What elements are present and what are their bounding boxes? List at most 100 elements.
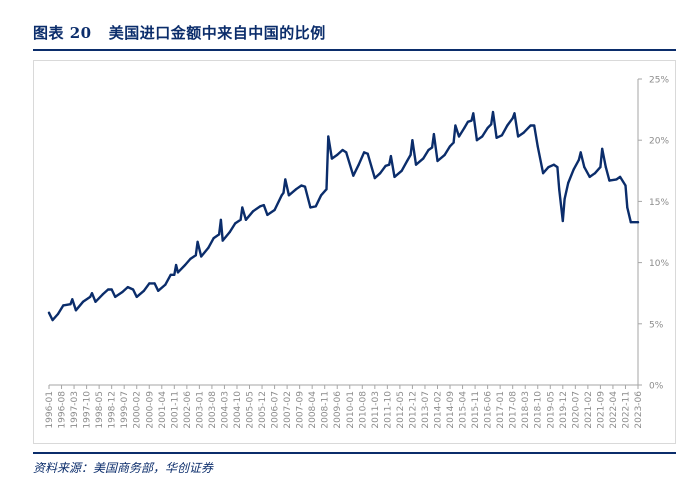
data-point	[522, 131, 525, 134]
figure-caption: 美国进口金额中来自中国的比例	[108, 24, 326, 42]
data-point	[552, 163, 556, 166]
data-point	[379, 172, 382, 175]
data-point	[393, 175, 396, 178]
data-point	[212, 237, 215, 240]
data-point	[148, 282, 151, 285]
data-point	[94, 300, 97, 303]
data-point	[629, 221, 632, 224]
x-tick-label: 2009-06	[333, 391, 343, 429]
data-point	[320, 194, 323, 197]
x-tick-label: 2006-07	[271, 391, 281, 429]
data-point	[593, 172, 597, 175]
data-point	[325, 188, 328, 191]
data-point	[142, 289, 145, 292]
x-tick-label: 2021-09	[596, 391, 606, 429]
data-point	[300, 184, 303, 187]
data-point	[196, 240, 199, 243]
x-tick-label: 2012-05	[396, 391, 406, 429]
data-point	[475, 139, 478, 142]
data-point	[422, 157, 425, 160]
data-point	[490, 123, 493, 126]
title-rule	[33, 49, 676, 51]
data-point	[314, 205, 317, 208]
footer-rule	[33, 452, 676, 454]
data-point	[228, 230, 231, 234]
data-point	[244, 218, 247, 221]
data-point	[529, 124, 532, 127]
x-tick-label: 2016-06	[484, 391, 494, 429]
data-point	[363, 151, 366, 154]
data-point	[517, 135, 520, 138]
data-point	[81, 300, 85, 303]
data-point	[411, 139, 414, 142]
x-tick-label: 2021-02	[584, 391, 594, 429]
x-tick-label: 2004-03	[220, 391, 230, 429]
data-point	[110, 288, 113, 291]
x-tick-label: 2020-07	[571, 391, 581, 429]
data-point	[330, 157, 333, 160]
data-point	[506, 124, 509, 127]
data-point	[287, 194, 290, 197]
data-point	[121, 290, 124, 294]
data-point	[336, 153, 339, 156]
data-point	[126, 286, 129, 289]
data-point	[454, 124, 457, 127]
data-point	[466, 120, 469, 123]
x-tick-label: 2003-01	[195, 391, 205, 429]
x-tick-label: 2019-12	[559, 391, 569, 429]
x-tick-label: 2019-05	[546, 391, 556, 429]
data-point	[62, 304, 65, 307]
data-point	[636, 221, 640, 224]
x-tick-label: 2013-07	[421, 391, 431, 429]
x-tick-label: 2018-10	[534, 391, 544, 429]
x-tick-label: 2007-02	[283, 391, 293, 429]
data-point	[101, 293, 104, 296]
x-tick-label: 2007-09	[296, 391, 306, 429]
x-tick-label: 2018-03	[521, 391, 531, 429]
data-point	[572, 168, 575, 171]
data-point	[414, 163, 418, 166]
x-tick-label: 2001-11	[170, 391, 180, 429]
data-point	[56, 312, 60, 316]
series-line	[47, 110, 640, 322]
x-tick-label: 2002-06	[183, 391, 193, 429]
data-point	[577, 158, 581, 161]
data-point	[357, 163, 360, 166]
x-tick-label: 2000-09	[145, 391, 155, 429]
data-point	[511, 117, 514, 120]
data-point	[266, 213, 269, 216]
data-point	[567, 181, 570, 185]
x-tick-label: 2011-03	[371, 391, 381, 429]
data-point	[327, 135, 330, 138]
data-point	[588, 175, 591, 178]
data-point	[184, 263, 187, 267]
x-tick-label: 2022-04	[609, 391, 619, 429]
data-point	[427, 148, 430, 152]
data-point	[436, 159, 439, 163]
x-tick-label: 2015-04	[459, 391, 469, 429]
x-tick-label: 2017-08	[509, 391, 519, 429]
data-point	[432, 133, 435, 136]
data-point	[273, 208, 276, 212]
data-point	[241, 206, 244, 209]
x-tick-label: 2022-11	[621, 391, 631, 429]
data-point	[71, 298, 74, 301]
data-point	[341, 148, 344, 152]
data-point	[513, 112, 516, 115]
data-point	[491, 110, 495, 114]
x-tick-label: 2008-11	[321, 391, 331, 429]
data-point	[153, 282, 156, 285]
data-point	[74, 309, 77, 312]
data-point	[352, 174, 355, 177]
x-tick-label: 1996-08	[58, 391, 68, 429]
data-point	[486, 126, 489, 130]
x-tick-label: 1998-05	[95, 391, 105, 429]
data-point	[561, 219, 564, 223]
data-point	[389, 155, 392, 158]
data-point	[472, 112, 475, 115]
data-point	[533, 124, 536, 127]
data-point	[626, 206, 629, 209]
data-point	[69, 303, 72, 306]
x-tick-label: 2010-08	[358, 391, 368, 429]
data-point	[470, 119, 473, 122]
